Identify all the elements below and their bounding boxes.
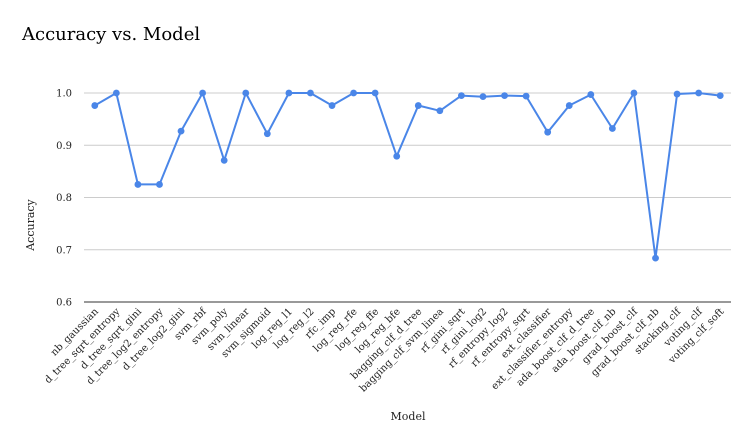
- data-point: [112, 89, 120, 97]
- data-point: [371, 89, 379, 97]
- data-point: [285, 89, 293, 97]
- data-point: [177, 127, 185, 135]
- y-tick-label: 1.0: [56, 89, 72, 100]
- gridlines: [84, 92, 731, 251]
- data-points: [91, 89, 724, 262]
- data-point: [199, 89, 207, 97]
- data-point: [156, 181, 163, 188]
- data-point: [673, 90, 681, 98]
- data-point: [458, 92, 465, 100]
- data-point: [479, 93, 487, 101]
- data-point: [134, 181, 142, 188]
- data-point: [263, 130, 271, 138]
- data-point: [544, 128, 552, 136]
- accuracy-series-line: [94, 92, 721, 260]
- x-axis-label: Model: [391, 410, 426, 423]
- chart-title: Accuracy vs. Model: [21, 24, 200, 45]
- y-tick-label: 0.7: [56, 245, 72, 256]
- data-point: [608, 125, 616, 132]
- x-axis-ticks: nb_gaussiand_tree_sqrt_entropyd_tree_sqr…: [43, 305, 726, 394]
- data-point: [522, 92, 530, 100]
- data-point: [393, 152, 401, 160]
- data-point: [436, 107, 444, 115]
- data-point: [328, 102, 336, 109]
- y-tick-label: 0.8: [56, 193, 72, 204]
- data-point: [307, 89, 314, 97]
- y-tick-label: 0.9: [56, 141, 72, 152]
- data-point: [350, 89, 357, 97]
- data-point: [414, 102, 422, 109]
- y-tick-label: 0.6: [56, 298, 72, 309]
- data-point: [91, 102, 99, 109]
- data-point: [220, 157, 228, 164]
- data-point: [695, 89, 703, 97]
- data-point: [242, 89, 250, 97]
- data-point: [565, 102, 573, 109]
- data-point: [716, 92, 724, 100]
- data-point: [587, 91, 595, 98]
- y-axis-label: Accuracy: [24, 198, 37, 251]
- y-axis-ticks: 0.6 0.7 0.8 0.9 1.0: [56, 89, 72, 309]
- data-point: [652, 254, 659, 262]
- data-point: [501, 92, 508, 100]
- data-point: [630, 89, 638, 97]
